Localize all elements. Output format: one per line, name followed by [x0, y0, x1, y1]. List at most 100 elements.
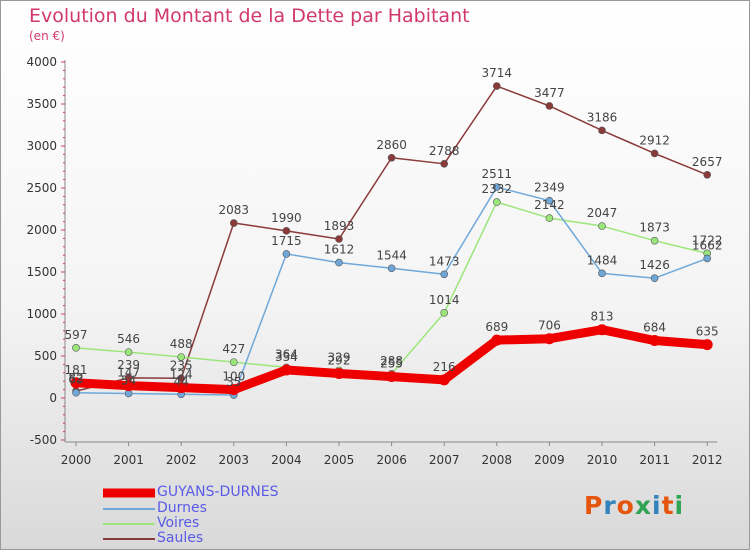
data-label-saules: 2657 — [692, 155, 723, 169]
data-point-durnes — [650, 274, 659, 283]
data-label-voires: 427 — [222, 342, 245, 356]
y-tick-label: 4000 — [26, 55, 57, 69]
data-point-guyans-durnes — [175, 382, 187, 394]
data-point-durnes — [598, 269, 606, 278]
data-label-saules: 2788 — [429, 144, 460, 158]
legend-label: Voires — [157, 515, 200, 531]
y-tick-label: 500 — [34, 349, 57, 363]
legend-swatch-durnes — [103, 508, 155, 510]
y-tick-label: 3000 — [26, 139, 57, 153]
data-point-guyans-durnes — [280, 364, 292, 376]
data-point-voires — [177, 353, 185, 361]
x-tick-label: 2012 — [692, 453, 723, 467]
data-point-saules — [230, 219, 238, 227]
x-tick-label: 2009 — [534, 453, 565, 467]
legend-label: Durnes — [157, 500, 207, 516]
data-point-durnes — [545, 196, 554, 205]
x-tick-label: 2003 — [219, 453, 250, 467]
legend-swatch-voires — [103, 523, 155, 525]
data-label-voires: 597 — [65, 328, 88, 342]
data-label-durnes: 1662 — [692, 238, 723, 252]
y-tick-label: 1000 — [26, 307, 57, 321]
legend-swatch-saules — [103, 538, 155, 540]
data-label-voires: 1014 — [429, 293, 460, 307]
data-point-voires — [545, 214, 554, 222]
data-point-durnes — [440, 270, 449, 279]
data-point-voires — [650, 236, 659, 245]
logo-letter: o — [616, 491, 635, 520]
data-label-durnes: 1473 — [429, 254, 460, 268]
data-point-saules — [282, 227, 291, 235]
data-label-guyans-durnes: 124 — [170, 368, 193, 382]
data-label-voires: 2047 — [587, 206, 618, 220]
data-point-guyans-durnes — [438, 374, 450, 386]
data-point-guyans-durnes — [649, 335, 661, 347]
data-label-guyans-durnes: 635 — [696, 325, 719, 339]
data-point-guyans-durnes — [70, 377, 82, 389]
data-point-guyans-durnes — [386, 371, 398, 383]
proxiti-logo: Proxiti — [584, 491, 684, 520]
x-tick-label: 2006 — [376, 453, 407, 467]
data-label-guyans-durnes: 292 — [328, 353, 351, 367]
data-point-saules — [703, 171, 712, 179]
data-point-voires — [124, 348, 133, 356]
data-point-durnes — [335, 258, 343, 267]
x-tick-label: 2011 — [639, 453, 670, 467]
logo-letter: i — [652, 491, 662, 520]
data-point-guyans-durnes — [596, 324, 608, 336]
data-point-saules — [545, 102, 554, 110]
data-point-saules — [387, 153, 396, 162]
data-label-guyans-durnes: 181 — [65, 363, 88, 377]
x-tick-label: 2004 — [271, 453, 302, 467]
data-label-saules: 82 — [68, 371, 83, 385]
data-label-saules: 2912 — [639, 133, 670, 147]
x-tick-label: 2010 — [587, 453, 618, 467]
data-label-saules: 3186 — [587, 110, 618, 124]
data-label-saules: 2083 — [219, 203, 250, 217]
data-label-saules: 1893 — [324, 219, 355, 233]
data-label-durnes: 1612 — [324, 243, 355, 257]
data-label-guyans-durnes: 100 — [222, 370, 245, 384]
x-tick-label: 2000 — [61, 453, 92, 467]
data-label-saules: 2860 — [376, 138, 407, 152]
data-label-voires: 1873 — [639, 221, 670, 235]
data-label-guyans-durnes: 684 — [643, 321, 666, 335]
data-label-durnes: 63 — [68, 373, 83, 387]
x-tick-label: 2001 — [113, 453, 144, 467]
data-label-saules: 1990 — [271, 211, 302, 225]
chart-title: Evolution du Montant de la Dette par Hab… — [29, 5, 470, 27]
data-label-guyans-durnes: 334 — [275, 350, 298, 364]
data-label-durnes: 2349 — [534, 181, 565, 195]
x-tick-label: 2008 — [482, 453, 513, 467]
data-point-guyans-durnes — [123, 380, 135, 392]
data-label-guyans-durnes: 147 — [117, 366, 140, 380]
data-point-saules — [177, 374, 185, 383]
chart-axes: -500 0 500 1000 1500 2000 2500 3000 3500 4000 2000… — [26, 55, 722, 467]
chart-series — [70, 82, 713, 399]
data-label-durnes: 54 — [121, 373, 136, 387]
data-label-guyans-durnes: 255 — [380, 357, 403, 371]
data-label-guyans-durnes: 813 — [591, 310, 614, 324]
data-label-durnes: 1715 — [271, 234, 302, 248]
data-label-voires: 329 — [328, 350, 351, 364]
data-point-durnes — [282, 250, 291, 258]
data-label-durnes: 44 — [174, 374, 189, 388]
data-point-saules — [492, 82, 501, 90]
y-tick-label: 1500 — [26, 265, 57, 279]
data-label-voires: 2142 — [534, 198, 565, 212]
data-label-guyans-durnes: 706 — [538, 319, 561, 333]
logo-letter: x — [634, 491, 652, 520]
data-label-saules: 239 — [117, 358, 140, 372]
data-label-voires: 546 — [117, 332, 140, 346]
data-point-guyans-durnes — [333, 367, 345, 379]
data-point-durnes — [703, 254, 712, 263]
data-point-guyans-durnes — [228, 384, 240, 396]
legend-label: Saules — [157, 530, 204, 546]
data-label-durnes: 1484 — [587, 253, 618, 267]
legend-label: GUYANS-DURNES — [157, 484, 279, 500]
logo-letter: t — [661, 491, 675, 520]
data-label-guyans-durnes: 689 — [485, 320, 508, 334]
data-label-voires: 1722 — [692, 233, 723, 247]
data-label-durnes: 2511 — [482, 167, 513, 181]
